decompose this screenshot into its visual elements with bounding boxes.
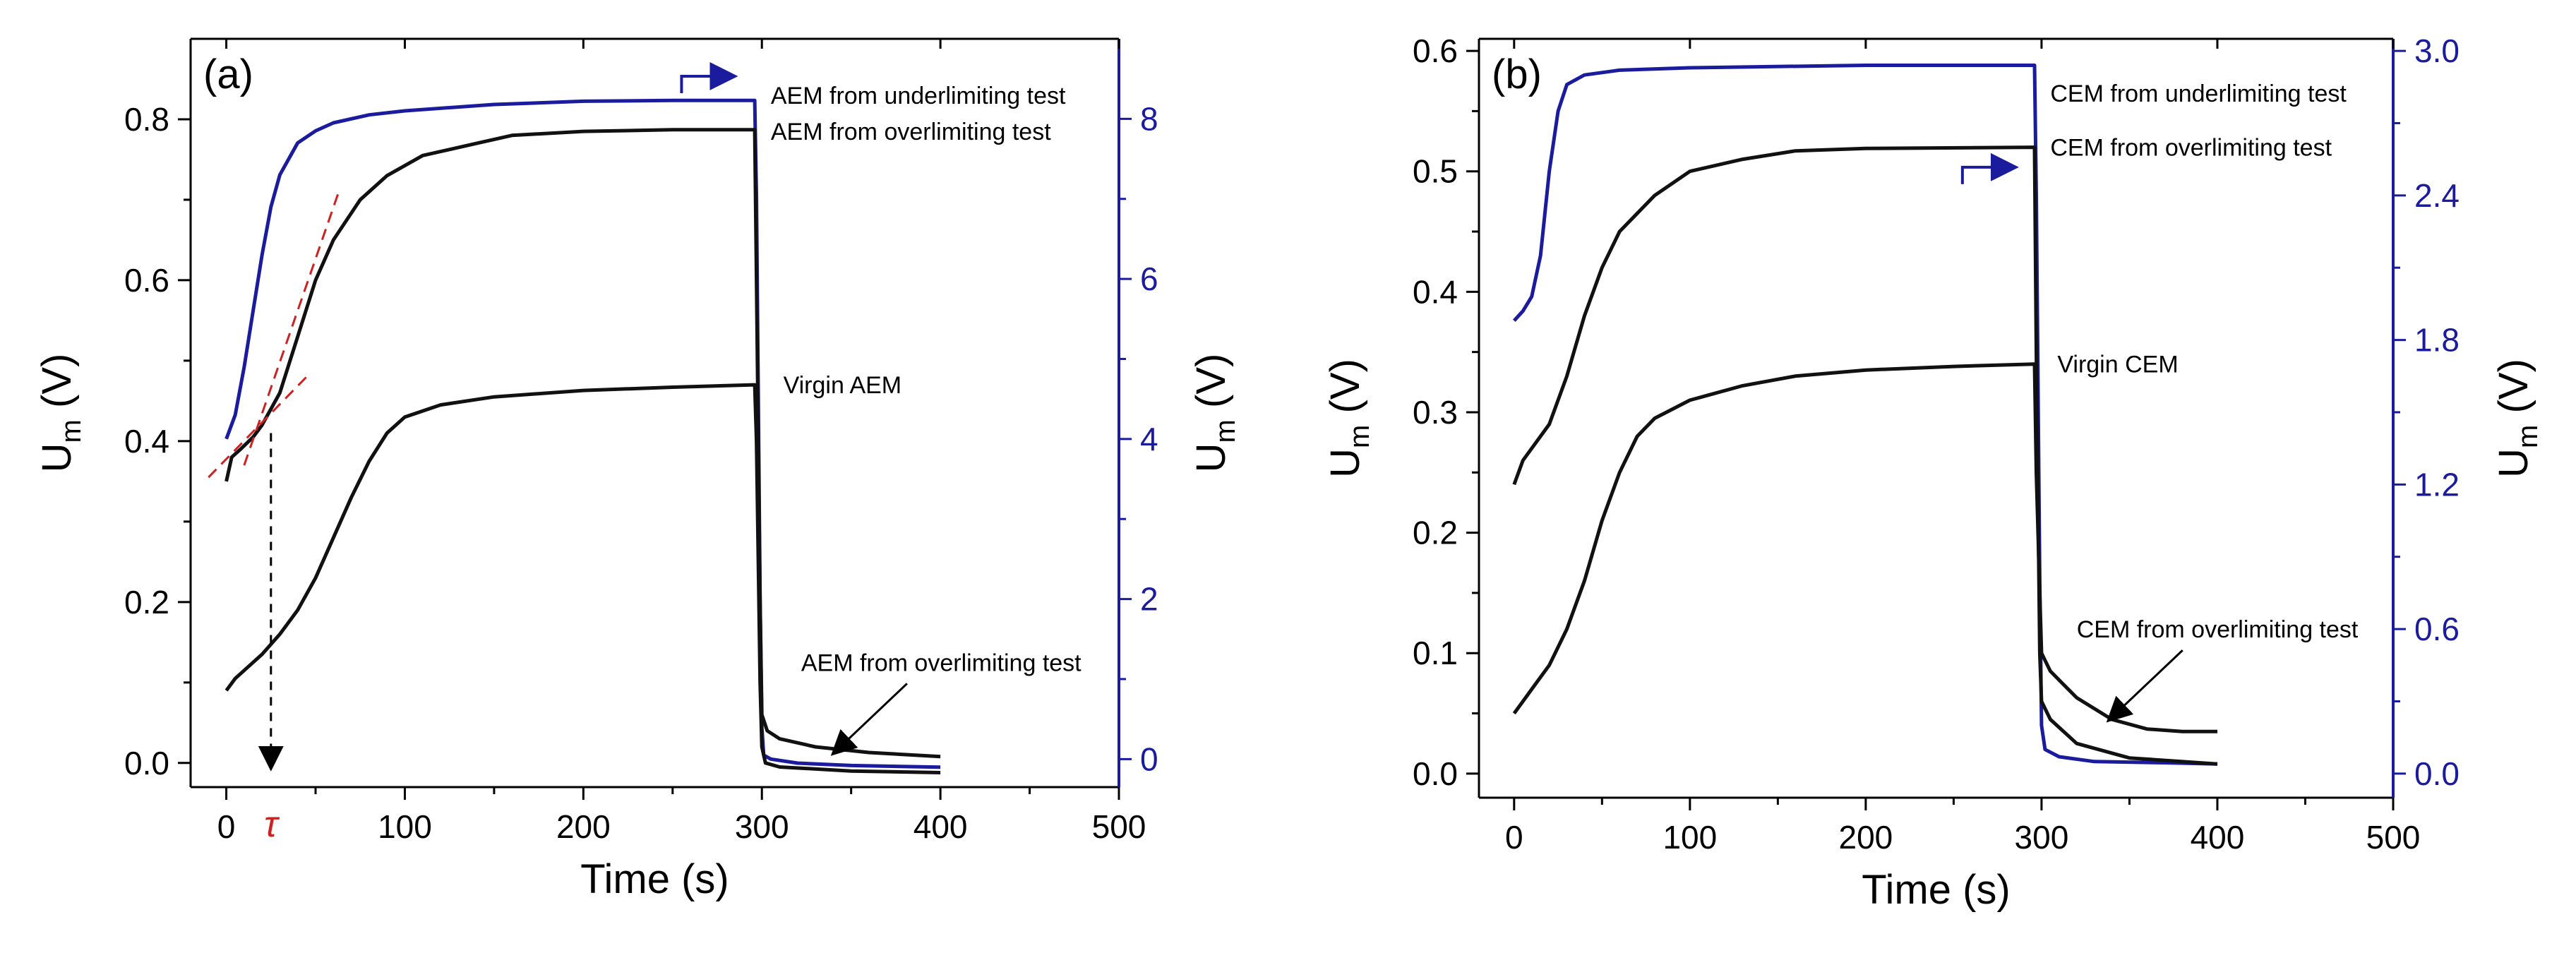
- y-right-axis-title: Um (V): [2491, 359, 2544, 478]
- y-left-tick-label: 0.6: [1413, 32, 1458, 69]
- annotation-1: CEM from overlimiting test: [2050, 135, 2332, 162]
- annotation-3: AEM from overlimiting test: [801, 649, 1082, 676]
- x-tick-label: 100: [378, 808, 432, 845]
- y-right-tick-label: 0.6: [2414, 611, 2460, 647]
- x-axis-title: Time (s): [1862, 867, 2010, 913]
- y-left-tick-label: 0.5: [1413, 153, 1458, 190]
- y-right-tick-label: 0.0: [2414, 755, 2460, 792]
- panel-b: 0 100 200 300 400 500 0.0 0.1 0.2 0.3 0.4 0.5 0.6 0.0…: [1322, 32, 2544, 913]
- y-right-tick-label: 2: [1140, 581, 1158, 618]
- y-left-axis-title: Um (V): [1322, 359, 1375, 478]
- y-right-tick-label: 8: [1140, 100, 1158, 137]
- y-left-tick-label: 0.0: [124, 745, 169, 781]
- annotation-0: AEM from underlimiting test: [771, 83, 1066, 109]
- y-left-tick-label: 0.0: [1413, 755, 1458, 792]
- y-left-tick-label: 0.2: [124, 584, 169, 621]
- x-tick-label: 300: [735, 808, 789, 845]
- series-line-1: [1512, 145, 2218, 766]
- x-tick-label: 500: [1092, 808, 1146, 845]
- x-axis-title: Time (s): [580, 856, 729, 902]
- y-left-tick-label: 0.1: [1413, 635, 1458, 671]
- tangent-line-0: [208, 376, 308, 479]
- y-left-tick-label: 0.3: [1413, 394, 1458, 431]
- x-tick-label: 400: [2191, 819, 2245, 856]
- series-line-2: [1512, 362, 2217, 733]
- x-tick-label: 300: [2015, 819, 2069, 856]
- x-tick-label: 100: [1663, 819, 1717, 856]
- x-tick-label: 200: [556, 808, 611, 845]
- y-left-tick-label: 0.6: [124, 262, 169, 299]
- annotation-2: Virgin CEM: [2057, 352, 2178, 378]
- annotation-pointer-arrow: [2106, 649, 2183, 723]
- y-right-tick-label: 1.2: [2414, 466, 2460, 503]
- panel-a: 0 100 200 300 400 500 0.0 0.2 0.4 0.6 0.8 0 2 4 6 8 Time…: [34, 37, 1241, 902]
- y-right-tick-label: 3.0: [2414, 32, 2460, 69]
- y-left-tick-label: 0.8: [124, 101, 169, 138]
- annotation-3: CEM from overlimiting test: [2077, 616, 2359, 643]
- y-right-axis-title: Um (V): [1188, 354, 1241, 473]
- annotation-1: AEM from overlimiting test: [771, 119, 1051, 145]
- right-axis-indicator-arrow: [680, 61, 738, 93]
- y-left-axis-title: Um (V): [34, 354, 87, 473]
- y-right-tick-label: 6: [1140, 260, 1158, 297]
- x-tick-label: 500: [2366, 819, 2421, 856]
- series-line-0: [1512, 64, 2218, 766]
- y-left-tick-label: 0.2: [1413, 515, 1458, 551]
- y-right-tick-label: 2.4: [2414, 177, 2460, 214]
- annotation-2: Virgin AEM: [784, 372, 902, 399]
- x-tick-label: 0: [1505, 819, 1523, 856]
- annotation-0: CEM from underlimiting test: [2050, 80, 2347, 107]
- y-left-tick-label: 0.4: [1413, 273, 1458, 310]
- tangent-line-1: [243, 191, 340, 466]
- panel-label: (a): [203, 52, 253, 97]
- right-axis-indicator-arrow: [1960, 152, 2019, 184]
- panel-label: (b): [1492, 52, 1542, 97]
- y-right-tick-label: 4: [1140, 421, 1158, 457]
- y-right-tick-label: 0: [1140, 741, 1158, 777]
- y-left-tick-label: 0.4: [124, 423, 169, 460]
- series-line-1: [224, 128, 941, 759]
- x-tick-label: 400: [913, 808, 968, 845]
- tau-label: τ: [264, 804, 280, 845]
- annotation-pointer-arrow: [830, 683, 908, 756]
- x-tick-label: 0: [217, 808, 236, 845]
- y-right-tick-label: 1.8: [2414, 322, 2460, 359]
- series-line-2: [224, 383, 941, 774]
- x-tick-label: 200: [1839, 819, 1893, 856]
